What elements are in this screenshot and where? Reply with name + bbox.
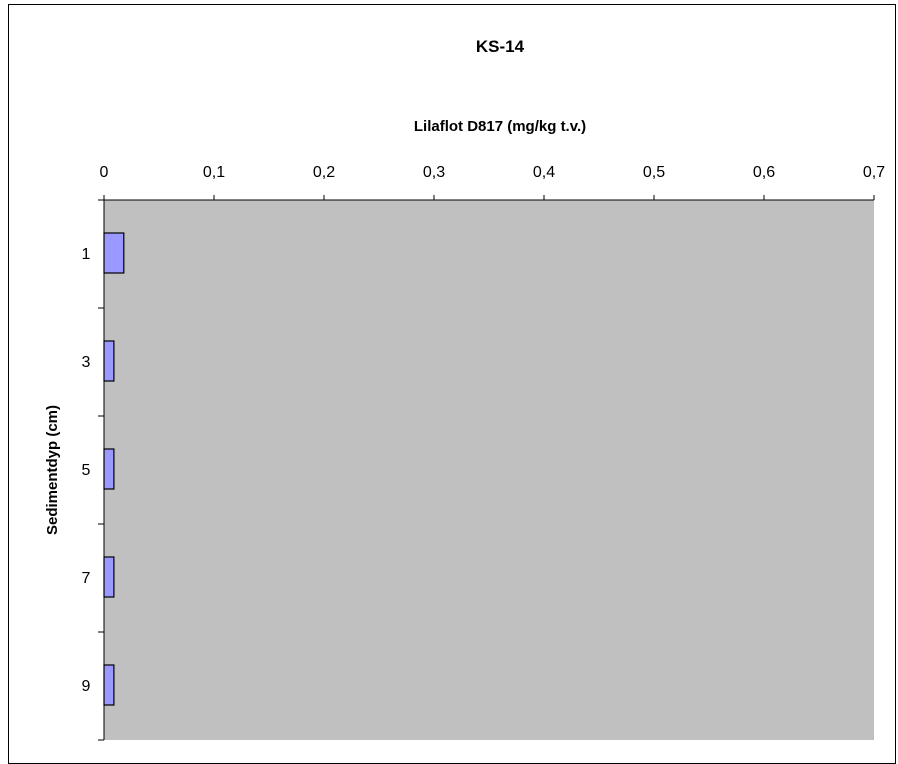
bar-3	[103, 340, 115, 382]
x-axis-title: Lilaflot D817 (mg/kg t.v.)	[414, 118, 586, 135]
bars	[103, 232, 125, 706]
x-tick-label: 0,6	[753, 164, 775, 181]
x-tick-label: 0,7	[863, 164, 885, 181]
x-tick-label: 0,3	[423, 164, 445, 181]
bar-9	[103, 664, 115, 706]
bar-5	[103, 448, 115, 490]
y-axis: 1 3 5 7 9	[82, 199, 105, 741]
y-tick-label: 5	[82, 462, 91, 479]
y-tick-label: 1	[82, 246, 91, 263]
x-tick-label: 0,4	[533, 164, 555, 181]
bar-1	[103, 232, 125, 274]
x-tick-label: 0	[100, 164, 109, 181]
y-tick-label: 9	[82, 678, 91, 695]
y-tick-label: 3	[82, 354, 91, 371]
bar-7	[103, 556, 115, 598]
chart-title: KS-14	[476, 37, 525, 56]
y-axis-title: Sedimentdyp (cm)	[44, 405, 61, 535]
y-tick-label: 7	[82, 570, 91, 587]
x-tick-label: 0,5	[643, 164, 665, 181]
x-tick-label: 0,2	[313, 164, 335, 181]
x-axis: 0 0,1 0,2 0,3 0,4 0,5 0,6 0,7	[100, 164, 885, 201]
x-tick-label: 0,1	[203, 164, 225, 181]
plot-area	[104, 200, 874, 740]
